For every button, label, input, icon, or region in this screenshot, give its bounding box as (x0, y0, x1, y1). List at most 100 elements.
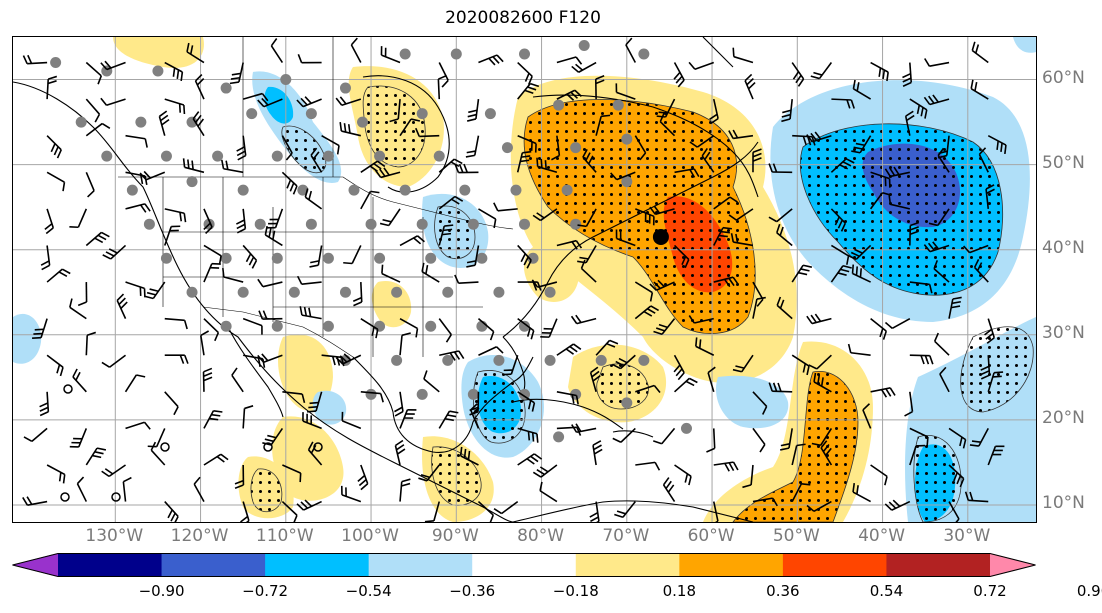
observation-point (280, 74, 292, 86)
wind-barb (987, 445, 1005, 466)
wind-barb (415, 127, 440, 138)
wind-barb (150, 441, 166, 466)
wind-barb (924, 58, 950, 67)
observation-point (442, 286, 454, 298)
wind-barb (147, 428, 166, 448)
observation-point (425, 252, 437, 264)
wind-barb (732, 354, 754, 373)
wind-barb (39, 391, 50, 417)
wind-barb (791, 354, 810, 376)
calm-wind-markers (60, 384, 323, 502)
colorbar (12, 553, 1036, 577)
wind-barb (203, 410, 223, 429)
wind-barb (46, 75, 58, 100)
coastlines (13, 37, 759, 522)
wind-barb (806, 500, 832, 513)
wind-barb (870, 171, 891, 188)
observation-point (553, 431, 565, 443)
colorbar-tick-label: −0.18 (552, 582, 599, 600)
wind-barb (752, 281, 764, 307)
wind-barb (418, 464, 440, 482)
wind-barb (394, 391, 404, 417)
longitude-label: 110°W (255, 526, 314, 546)
wind-barb (478, 346, 504, 356)
wind-barb (46, 268, 71, 283)
wind-barb (909, 354, 934, 365)
wind-barb (713, 276, 739, 288)
wind-barb (820, 440, 833, 466)
observation-point (126, 184, 138, 196)
wind-barb (202, 367, 213, 392)
wind-barb (707, 366, 716, 393)
wind-barb (262, 427, 284, 446)
wind-barb (257, 278, 283, 288)
wind-barb (203, 208, 213, 235)
wind-barb (399, 235, 425, 247)
wind-barb (870, 318, 888, 340)
wind-barb (469, 403, 480, 429)
wind-barb (164, 317, 188, 330)
wind-barb (281, 171, 298, 195)
wind-barb (242, 317, 263, 335)
wind-barb (85, 447, 107, 466)
wind-barb (610, 171, 636, 181)
observation-point (305, 218, 317, 230)
observation-point (416, 108, 428, 120)
wind-barb (688, 315, 714, 324)
observation-point (339, 286, 351, 298)
wind-barb (948, 464, 965, 488)
wind-barb (813, 372, 832, 393)
observation-point (365, 388, 377, 400)
wind-barb (477, 500, 494, 522)
anomaly-region-labrador-lightblue (1013, 37, 1036, 53)
wind-barb (706, 428, 716, 453)
wind-barb (297, 54, 322, 64)
wind-barb (350, 37, 362, 63)
observation-point (322, 252, 334, 264)
wind-barb (234, 464, 245, 490)
wind-barb (257, 353, 283, 363)
anomaly-region-pacific-yellow (272, 416, 344, 501)
colorbar-segment (575, 553, 680, 577)
observation-point (246, 108, 258, 120)
wind-barb (222, 268, 244, 283)
wind-barb (615, 83, 636, 100)
wind-barb (125, 203, 151, 213)
wind-barb (307, 391, 323, 413)
wind-barb (46, 135, 62, 159)
observation-point (484, 108, 496, 120)
wind-barb (85, 98, 101, 123)
wind-barb (884, 499, 911, 511)
wind-barb (830, 158, 855, 173)
wind-barb (203, 453, 229, 466)
wind-barb (580, 259, 597, 283)
coastline-baja (227, 326, 284, 418)
wind-barb (242, 405, 254, 429)
wind-barb (399, 332, 411, 356)
latitude-label: 60°N (1042, 67, 1085, 88)
wind-barb (438, 195, 464, 210)
wind-barb (101, 354, 127, 368)
anomaly-region-greatlakes-dots (434, 205, 476, 259)
longitude-label: 120°W (170, 526, 229, 546)
border-us-canada (118, 176, 514, 230)
wind-barb (909, 98, 928, 119)
observation-point (680, 422, 692, 434)
wind-barb (768, 208, 793, 223)
calm-marker (60, 492, 70, 502)
wind-barb (360, 391, 384, 403)
wind-barb (612, 427, 636, 443)
wind-barb (673, 62, 685, 88)
wind-barb (459, 446, 479, 466)
wind-barb (612, 354, 636, 370)
wind-barb (752, 148, 762, 173)
observation-point (271, 252, 283, 264)
wind-barb (69, 208, 88, 229)
wind-barb (964, 491, 989, 503)
wind-barb (689, 135, 715, 148)
observation-point (570, 218, 582, 230)
wind-barb (424, 501, 441, 522)
wind-barb (987, 371, 1004, 393)
wind-barb (752, 427, 766, 453)
wind-barb (831, 98, 855, 109)
